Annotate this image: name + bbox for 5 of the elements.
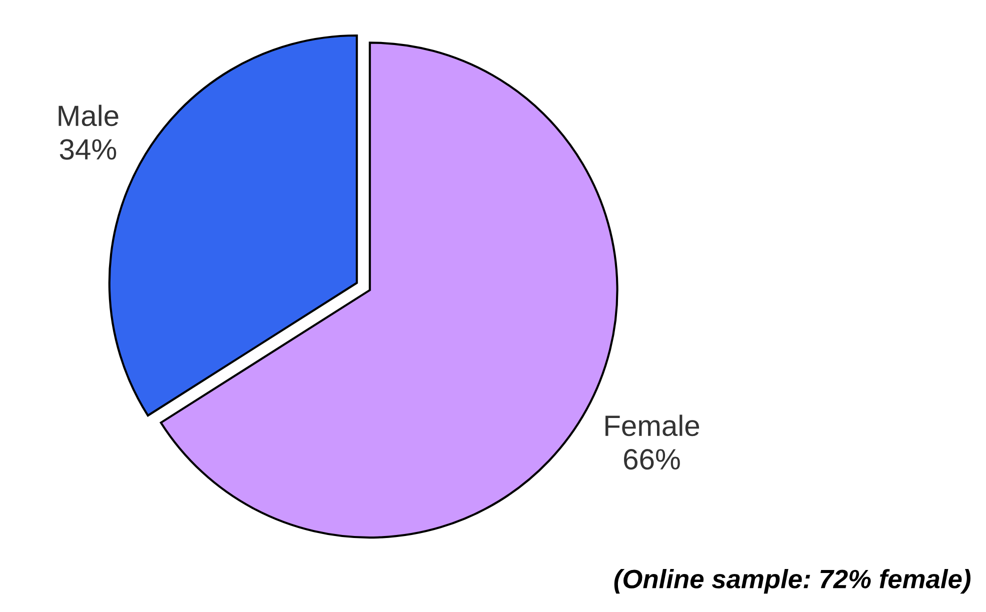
slice-label: Male: [58, 104, 118, 126]
data-label: 34%: [60, 139, 116, 160]
text: (Online sample: 72% female): [614, 569, 970, 594]
data-label: 66%: [624, 448, 680, 470]
slice-label: Female: [606, 414, 700, 436]
